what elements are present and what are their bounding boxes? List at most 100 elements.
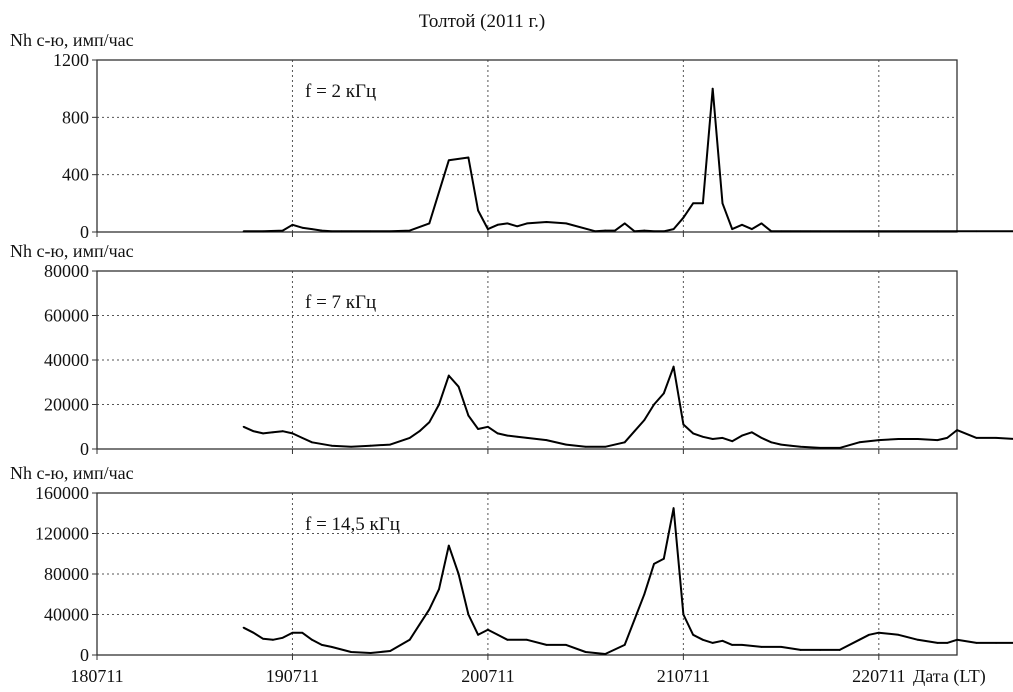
data-point (819, 649, 822, 651)
data-point (936, 230, 939, 233)
data-point (389, 443, 392, 446)
plot-area (97, 60, 957, 232)
data-point (829, 230, 831, 233)
data-point (545, 221, 548, 223)
data-point (917, 638, 919, 641)
data-point (819, 446, 822, 449)
data-point (252, 631, 255, 634)
data-point (467, 613, 470, 616)
data-point (467, 156, 470, 159)
data-point (242, 626, 245, 629)
data-point (447, 159, 450, 162)
y-tick-label: 120000 (35, 524, 89, 544)
data-point (242, 425, 245, 428)
y-axis-label: Nh с-ю, имп/час (10, 30, 134, 50)
data-point (516, 225, 519, 228)
data-point (594, 230, 597, 233)
data-point (956, 429, 958, 431)
data-point (526, 638, 528, 641)
data-point (487, 425, 489, 428)
data-point (262, 432, 265, 435)
data-point (741, 223, 743, 226)
y-tick-label: 40000 (44, 605, 89, 625)
data-point (389, 230, 392, 233)
data-point (858, 638, 861, 641)
data-point (320, 643, 323, 646)
series-line (243, 365, 1013, 449)
data-point (848, 230, 851, 233)
data-point (428, 608, 431, 611)
data-point (477, 209, 480, 212)
data-point (584, 445, 587, 448)
data-point (301, 631, 304, 634)
data-point (350, 651, 352, 653)
y-axis-label: Nh с-ю, имп/час (10, 463, 134, 483)
y-tick-label: 0 (80, 222, 89, 242)
data-point (418, 623, 421, 626)
data-point (506, 222, 509, 225)
data-point (741, 643, 743, 646)
data-point (545, 643, 548, 646)
x-tick-label: 200711 (461, 666, 514, 686)
series-line (243, 507, 1013, 655)
data-point (438, 588, 440, 591)
data-point (731, 643, 734, 646)
frequency-annotation: f = 14,5 кГц (305, 514, 400, 535)
frequency-annotation: f = 7 кГц (305, 292, 376, 313)
plot-frame (96, 492, 958, 656)
y-tick-label: 40000 (44, 350, 89, 370)
data-point (741, 434, 743, 437)
data-point (487, 228, 489, 231)
data-point (623, 643, 626, 646)
data-point (281, 636, 284, 639)
data-point (242, 230, 245, 233)
data-point (877, 631, 880, 634)
data-point (330, 444, 333, 447)
data-point (692, 633, 695, 636)
data-point (477, 428, 480, 430)
data-point (389, 650, 392, 652)
data-point (692, 432, 695, 435)
data-point (506, 434, 509, 437)
data-point (868, 230, 870, 233)
data-point (702, 202, 704, 205)
data-point (799, 649, 802, 651)
data-point (447, 374, 450, 377)
data-point (760, 436, 763, 439)
frequency-annotation: f = 2 кГц (305, 81, 376, 102)
data-point (731, 440, 734, 443)
data-point (662, 557, 665, 560)
data-point (780, 443, 782, 446)
y-tick-label: 60000 (44, 306, 89, 326)
x-tick-label: 190711 (266, 666, 319, 686)
data-point (281, 229, 284, 232)
y-tick-label: 20000 (44, 395, 89, 415)
y-tick-label: 160000 (35, 483, 89, 503)
data-point (496, 633, 499, 636)
data-point (750, 228, 753, 231)
data-point (662, 392, 665, 395)
data-point (672, 365, 675, 368)
data-point (702, 638, 704, 641)
data-point (897, 633, 900, 636)
y-tick-label: 400 (62, 165, 89, 185)
data-point (487, 628, 489, 631)
data-point (643, 229, 646, 232)
data-point (330, 230, 333, 233)
data-point (467, 414, 470, 417)
y-tick-label: 1200 (53, 50, 89, 70)
data-point (858, 441, 861, 444)
y-tick-label: 0 (80, 645, 89, 665)
data-point (682, 613, 685, 616)
data-point (457, 573, 460, 575)
data-point (643, 419, 646, 421)
data-point (789, 444, 792, 447)
data-point (350, 230, 352, 233)
x-axis-label: Дата (LT) (913, 666, 986, 687)
data-point (350, 445, 352, 448)
data-point (584, 651, 587, 653)
data-point (780, 230, 782, 233)
data-point (418, 430, 421, 433)
